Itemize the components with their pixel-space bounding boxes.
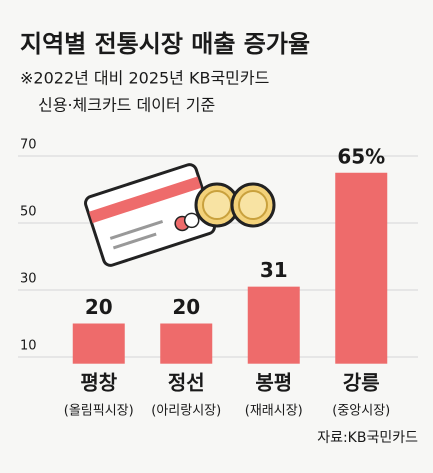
y-tick-label: 50 — [20, 205, 37, 220]
source: 자료:KB국민카드 — [317, 430, 418, 446]
category-note: (중앙시장) — [332, 404, 390, 419]
bar — [335, 172, 388, 364]
y-tick-label: 30 — [20, 272, 37, 287]
category-note: (재래시장) — [245, 404, 303, 419]
chart-title: 지역별 전통시장 매출 증가율 — [20, 30, 310, 58]
value-label: 20 — [172, 295, 200, 319]
value-label: 65% — [337, 144, 385, 168]
card-illustration — [84, 163, 216, 267]
chart-subtitle: ※2022년 대비 2025년 KB국민카드 — [20, 69, 269, 88]
category-note: (올림픽시장) — [64, 404, 134, 419]
bar — [247, 286, 300, 364]
x-tick-label: 평창 — [80, 371, 117, 395]
bar — [72, 323, 125, 364]
bars: 20 평창 (올림픽시장) 20 정선 (아리랑시장) 31 봉평 (재래시장) 65% 강릉 (중앙… — [64, 144, 390, 418]
value-label: 20 — [85, 295, 113, 319]
value-label: 31 — [260, 258, 288, 282]
bar — [160, 323, 213, 364]
x-tick-label: 봉평 — [255, 371, 292, 395]
coin — [194, 182, 276, 228]
y-tick-label: 10 — [20, 339, 37, 354]
category-note: (아리랑시장) — [151, 404, 221, 419]
y-tick-label: 70 — [20, 138, 37, 153]
chart-subtitle: 신용·체크카드 데이터 기준 — [38, 96, 215, 115]
x-tick-label: 강릉 — [343, 371, 380, 395]
x-tick-label: 정선 — [168, 371, 205, 395]
